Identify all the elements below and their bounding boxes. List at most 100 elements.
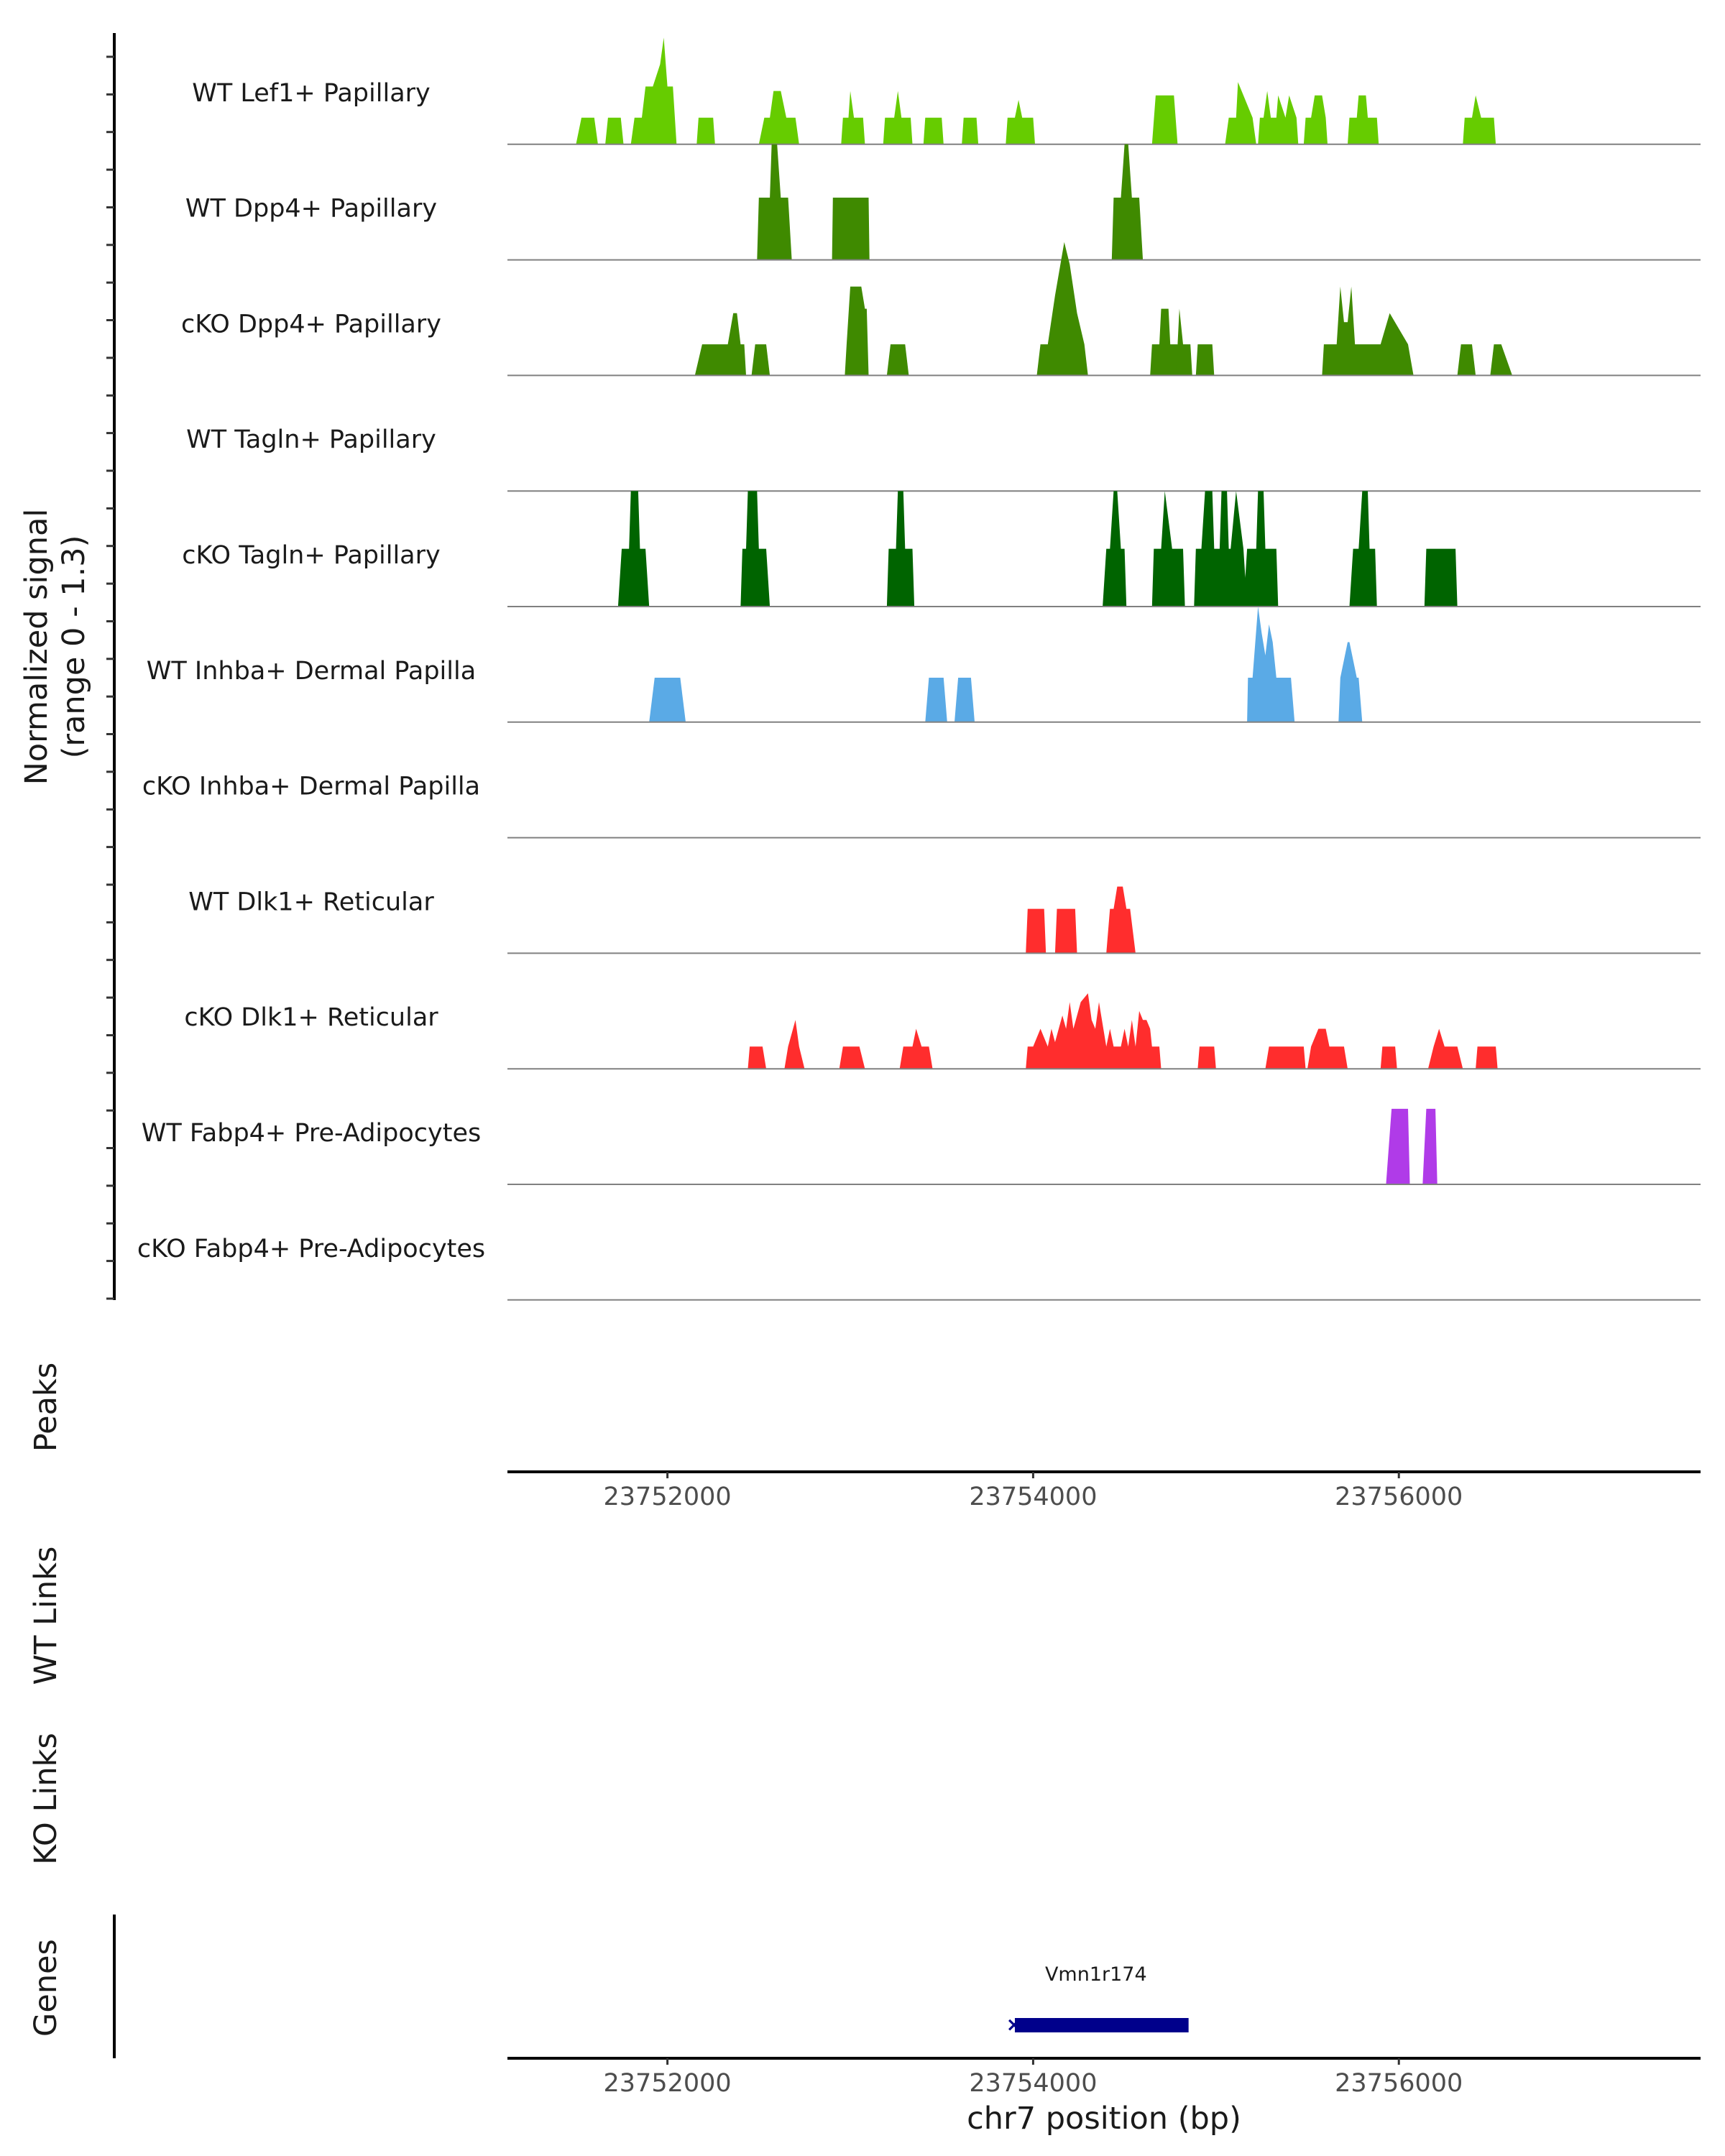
coverage-peak [1457, 344, 1476, 376]
coverage-peak [1424, 548, 1458, 607]
coverage-track: cKO Dpp4+ Papillary [181, 241, 1701, 377]
coverage-peak [649, 678, 686, 722]
coverage-track: WT Dpp4+ Papillary [185, 144, 1701, 261]
coverage-peak [748, 1046, 766, 1069]
coverage-peak [1307, 1028, 1348, 1069]
x-tick-label: 23756000 [1335, 1483, 1463, 1511]
coverage-peak [1006, 100, 1035, 144]
coverage-peak [1463, 95, 1496, 144]
coverage-peak [925, 678, 947, 722]
coverage-track: cKO Inhba+ Dermal Papilla [142, 773, 1701, 839]
coverage-peak [1151, 491, 1185, 607]
x-tick-label: 23752000 [604, 2069, 732, 2098]
coverage-peak [886, 344, 909, 376]
track-label: WT Dpp4+ Papillary [185, 195, 437, 224]
coverage-y-title: Normalized signal [19, 509, 55, 786]
coverage-peak [1258, 91, 1299, 144]
coverage-peak [696, 117, 715, 144]
ko-links-panel-label: KO Links [28, 1733, 64, 1865]
coverage-peak [1349, 491, 1377, 607]
x-axis-title: chr7 position (bp) [967, 2101, 1241, 2137]
coverage-peak [1195, 344, 1215, 376]
gene-track: × Vmn1r174 [1006, 1963, 1189, 2036]
coverage-peak [1106, 886, 1136, 954]
coverage-peak [1348, 95, 1379, 144]
wt-links-panel-label: WT Links [28, 1547, 64, 1685]
coverage-track: WT Inhba+ Dermal Papilla [147, 607, 1701, 723]
track-label: cKO Inhba+ Dermal Papilla [142, 773, 480, 801]
coverage-peak [1151, 95, 1178, 144]
coverage-peak [883, 91, 913, 144]
track-label: cKO Tagln+ Papillary [182, 541, 441, 570]
coverage-peak [1322, 286, 1414, 376]
coverage-peak [1490, 344, 1512, 376]
coverage-peak [839, 1046, 865, 1069]
track-label: cKO Dlk1+ Reticular [184, 1003, 438, 1032]
x-tick-label: 23754000 [969, 2069, 1097, 2098]
coverage-peak [1476, 1046, 1498, 1069]
coverage-peak [954, 678, 975, 722]
coverage-peak [605, 117, 624, 144]
coverage-peak [1380, 1046, 1397, 1069]
coverage-tracks: WT Lef1+ Papillary WT Dpp4+ Papillary cKO … [137, 37, 1701, 1301]
coverage-peak [886, 491, 915, 607]
coverage-peak [1303, 95, 1328, 144]
track-label: WT Fabp4+ Pre-Adipocytes [142, 1119, 481, 1148]
coverage-peak [1247, 607, 1295, 722]
track-label: cKO Fabp4+ Pre-Adipocytes [137, 1235, 485, 1263]
coverage-track: WT Lef1+ Papillary [192, 37, 1701, 145]
coverage-peak [899, 1028, 933, 1069]
coverage-peak [1111, 144, 1144, 260]
gene-strand-mark: × [1006, 2014, 1023, 2036]
coverage-peak [1197, 1046, 1216, 1069]
coverage-peak [1103, 491, 1127, 607]
coverage-peak [962, 117, 979, 144]
coverage-peak [1265, 1046, 1306, 1069]
coverage-peak [1338, 642, 1363, 722]
coverage-track: cKO Fabp4+ Pre-Adipocytes [137, 1235, 1701, 1301]
coverage-y-ticks [106, 55, 114, 1300]
coverage-peak [751, 344, 770, 376]
coverage-track: WT Dlk1+ Reticular [188, 886, 1701, 954]
coverage-peak [1150, 308, 1179, 376]
gene-body [1014, 2018, 1189, 2032]
genes-x-ticks: 23752000 23754000 23756000 [604, 2058, 1463, 2098]
coverage-peak [784, 1020, 805, 1069]
x-tick-label: 23754000 [969, 1483, 1097, 1511]
coverage-track: WT Fabp4+ Pre-Adipocytes [142, 1108, 1701, 1185]
coverage-track: cKO Dlk1+ Reticular [184, 993, 1701, 1070]
coverage-peak [1054, 908, 1077, 954]
x-tick-label: 23756000 [1335, 2069, 1463, 2098]
coverage-peak [740, 491, 770, 607]
track-label: WT Tagln+ Papillary [186, 425, 436, 454]
coverage-peak [1026, 908, 1046, 954]
gene-label: Vmn1r174 [1045, 1963, 1147, 1986]
coverage-peak [1225, 82, 1256, 144]
coverage-peak [757, 144, 792, 260]
peaks-panel-label: Peaks [28, 1363, 64, 1452]
coverage-peak [1422, 1108, 1438, 1184]
coverage-peak [1243, 491, 1279, 607]
peaks-x-ticks: 23752000 23754000 23756000 [604, 1472, 1463, 1511]
coverage-peak [694, 313, 746, 376]
coverage-y-axis [106, 33, 116, 1300]
coverage-peak [1026, 993, 1162, 1069]
coverage-peak [832, 198, 870, 260]
coverage-peak [1036, 241, 1088, 376]
track-label: WT Lef1+ Papillary [192, 79, 431, 108]
coverage-y-title-range: (range 0 - 1.3) [56, 535, 92, 759]
coverage-peak [630, 37, 677, 144]
coverage-peak [576, 117, 598, 144]
coverage-peak [841, 91, 865, 144]
coverage-peak [1175, 308, 1192, 376]
coverage-peak [617, 491, 650, 607]
coverage-peak [758, 91, 799, 144]
coverage-peak [923, 117, 944, 144]
track-label: WT Inhba+ Dermal Papilla [147, 657, 476, 686]
genes-panel-label: Genes [28, 1939, 64, 2037]
coverage-peak [1427, 1028, 1463, 1069]
coverage-peak [1194, 491, 1248, 607]
track-label: cKO Dpp4+ Papillary [181, 310, 441, 338]
coverage-track: cKO Tagln+ Papillary [182, 491, 1701, 607]
